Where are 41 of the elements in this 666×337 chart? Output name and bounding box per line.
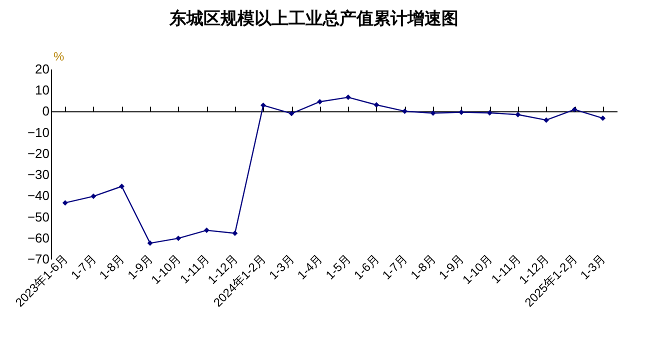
point [544,117,549,123]
point [374,102,380,108]
y-tick-label: 20 [35,62,50,76]
point [62,200,68,206]
x-tick-label: 1-8月 [408,252,438,282]
point [288,110,294,116]
point [486,110,492,116]
point [402,108,408,114]
x-tick-label: 1-8月 [96,252,128,282]
y-tick-label: 10 [35,82,50,98]
point [515,112,521,118]
point [232,230,238,236]
x-tick-label: 1-4月 [294,252,326,282]
x-tick-label: 1-3月 [266,252,297,282]
point [147,240,153,246]
point [458,110,464,116]
y-tick-label: −40 [27,188,50,204]
point [260,102,266,108]
point [317,98,323,104]
y-axis-title: % [54,50,64,64]
point [600,115,606,121]
point [572,106,578,112]
y-tick-label: 0 [42,104,50,119]
y-tick-label: −20 [27,146,50,161]
x-tick-label: 1-5月 [322,252,354,282]
point [345,94,351,100]
x-tick-label: 1-3月 [578,252,608,282]
y-tick-label: −30 [27,167,50,182]
x-tick-label: 1-7月 [68,252,99,282]
y-tick-label: −60 [27,230,50,246]
x-tick-label: 1-7月 [380,252,410,282]
y-tick-label: −10 [27,124,50,140]
x-tick-label: 1-6月 [351,252,382,282]
y-tick-label: −70 [27,252,50,266]
chart-title: 东城区规模以上工业总产值累计增速图 [168,9,458,28]
y-tick-label: −50 [27,209,50,224]
point [430,110,436,116]
point [204,228,210,234]
point [119,184,124,190]
point [176,236,182,242]
point [90,194,96,200]
